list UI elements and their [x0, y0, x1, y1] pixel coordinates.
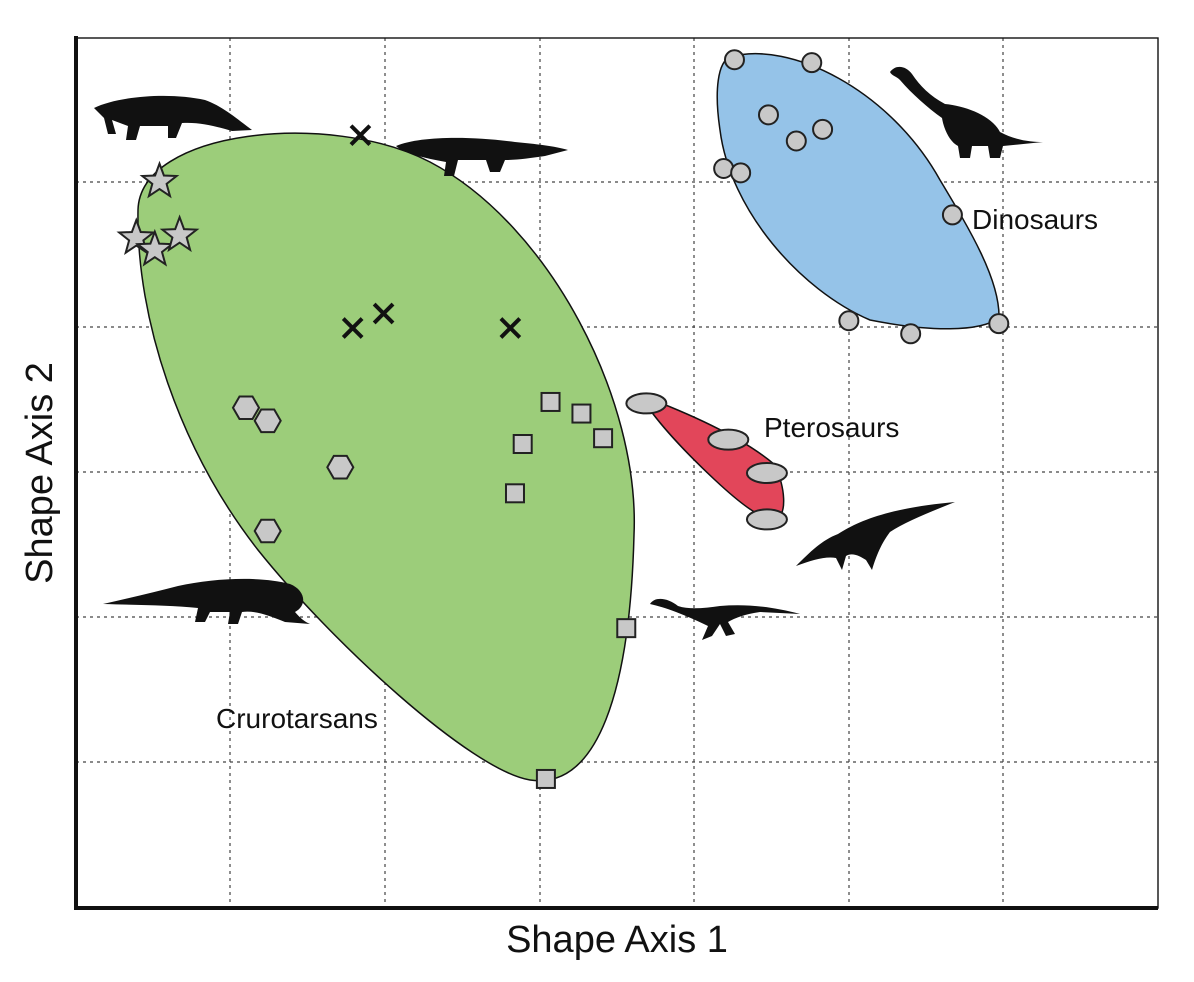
ellipse-point [625, 392, 668, 415]
square-point [512, 434, 533, 454]
pterosaurs-region [638, 393, 785, 520]
ellipse-point [707, 428, 750, 451]
x-axis-title: Shape Axis 1 [506, 919, 728, 961]
hexagon-point [253, 408, 282, 434]
circle-point [988, 313, 1010, 335]
circle-point [812, 118, 834, 140]
crocodylomorph-silhouette [396, 137, 568, 176]
cross-point [499, 317, 522, 339]
square-point [616, 618, 637, 639]
square-point [540, 391, 561, 412]
cross-point [341, 317, 364, 339]
star-point [116, 217, 157, 256]
theropod-silhouette [650, 598, 800, 640]
cross-point [372, 302, 395, 325]
hexagon-point [326, 454, 355, 480]
label-crurotarsans: Crurotarsans [216, 703, 378, 734]
circle-point [838, 310, 860, 332]
circle-point [900, 323, 922, 345]
square-point [571, 403, 592, 424]
circle-point [730, 162, 752, 184]
hexagon-point [231, 395, 261, 420]
hexagon-point [253, 518, 282, 544]
cross-point [349, 124, 372, 146]
square-point [504, 483, 525, 504]
circle-point [785, 130, 807, 152]
circle-point [723, 49, 745, 71]
label-dinosaurs: Dinosaurs [972, 204, 1098, 235]
pterosaur-silhouette [796, 502, 955, 570]
sauropod-silhouette [890, 66, 1043, 158]
square-point [535, 768, 556, 789]
data-markers [116, 49, 1010, 789]
circle-point [801, 52, 823, 74]
circle-point [757, 104, 779, 126]
phytosaur-silhouette [103, 578, 310, 624]
star-point [139, 160, 180, 199]
square-point [593, 428, 614, 449]
circle-point [941, 204, 963, 226]
star-point [159, 214, 200, 253]
crurotarsans-region [137, 132, 635, 782]
label-pterosaurs: Pterosaurs [764, 412, 899, 443]
ellipse-point [745, 508, 788, 531]
dinosaurs-region [716, 52, 1000, 330]
rauisuchian-silhouette [94, 95, 252, 140]
star-point [134, 228, 175, 267]
ellipse-point [745, 462, 788, 484]
circle-point [713, 158, 735, 179]
y-axis-title: Shape Axis 2 [19, 362, 61, 584]
